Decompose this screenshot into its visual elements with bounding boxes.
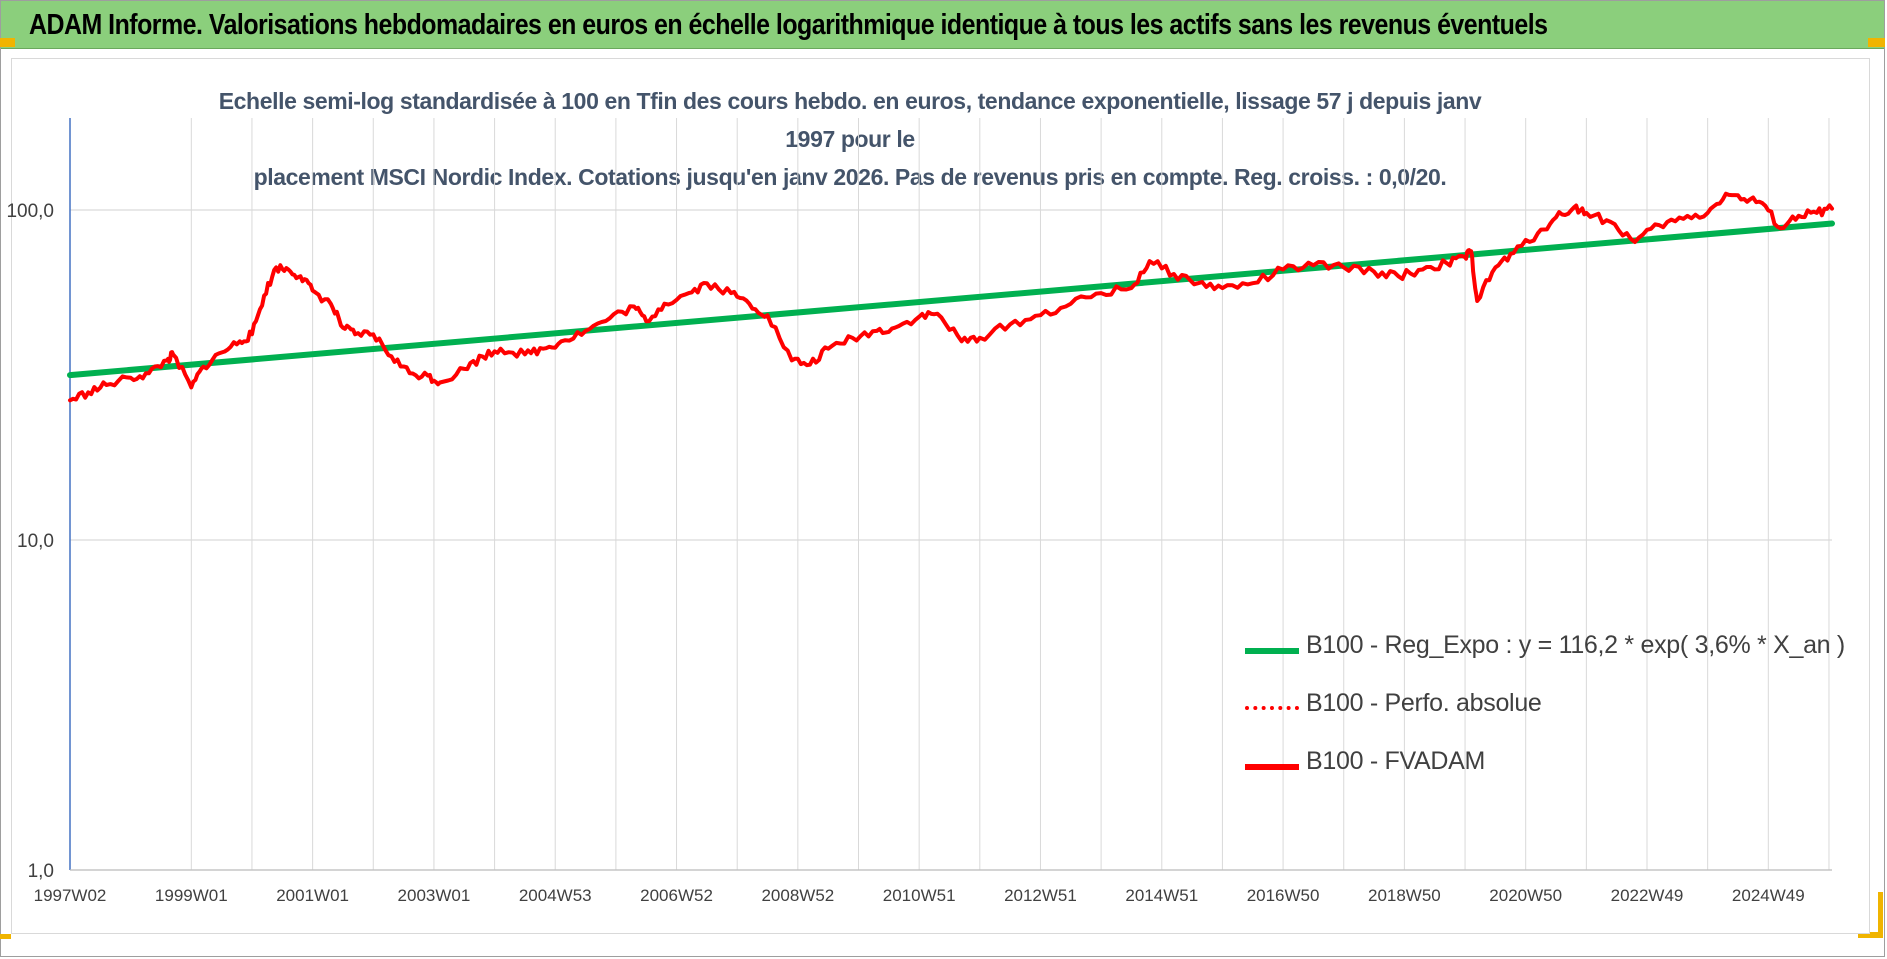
x-tick-label: 2024W49 [1732,886,1805,905]
corner-accent-tr [1868,38,1885,47]
chart-subtitle-line-2: placement MSCI Nordic Index. Cotations j… [253,164,1447,190]
page-title: ADAM Informe. Valorisations hebdomadaire… [29,9,1548,41]
axes [69,118,1832,871]
chart-subtitle: Echelle semi-log standardisée à 100 en T… [200,82,1500,196]
y-tick-label: 100,0 [6,201,54,222]
x-tick-label: 1997W02 [34,886,107,905]
trend-line [67,220,1835,379]
legend-label-perfo: B100 - Perfo. absolue [1306,689,1542,717]
legend-swatch-perfo [1245,706,1299,710]
plot-frame [11,58,1870,934]
corner-accent-br-v [1878,892,1883,934]
corner-accent-br-h [1858,932,1883,938]
corner-accent-bl [0,934,11,939]
y-tick-label: 1,0 [28,861,54,882]
y-tick-label: 10,0 [17,531,54,552]
x-tick-label: 2016W50 [1247,886,1320,905]
fvadam-line [68,191,1834,403]
x-tick-label: 2008W52 [761,886,834,905]
x-tick-label: 2004W53 [519,886,592,905]
legend-label-fvadam: B100 - FVADAM [1306,747,1486,775]
x-tick-label: 2022W49 [1611,886,1684,905]
header-bar: ADAM Informe. Valorisations hebdomadaire… [1,1,1884,49]
x-tick-label: 2003W01 [398,886,471,905]
x-tick-label: 2018W50 [1368,886,1441,905]
series-lines [67,191,1835,403]
x-tick-label: 2010W51 [883,886,956,905]
x-tick-label: 2006W52 [640,886,713,905]
chart-subtitle-line-1: Echelle semi-log standardisée à 100 en T… [218,88,1482,152]
x-tick-label: 1999W01 [155,886,228,905]
legend-swatch-trend [1245,648,1299,654]
x-tick-label: 2020W50 [1489,886,1562,905]
x-tick-label: 2012W51 [1004,886,1077,905]
corner-accent-tl [0,38,15,47]
x-tick-label: 2014W51 [1125,886,1198,905]
grid-lines [70,118,1832,871]
legend-label-trend: B100 - Reg_Expo : y = 116,2 * exp( 3,6% … [1306,631,1845,659]
tick-labels: 1,0 10,0 100,0 1997W02 1999W01 2001W01 2003W01… [6,201,1804,905]
legend-swatch-fvadam [1245,764,1299,770]
x-tick-label: 2001W01 [276,886,349,905]
